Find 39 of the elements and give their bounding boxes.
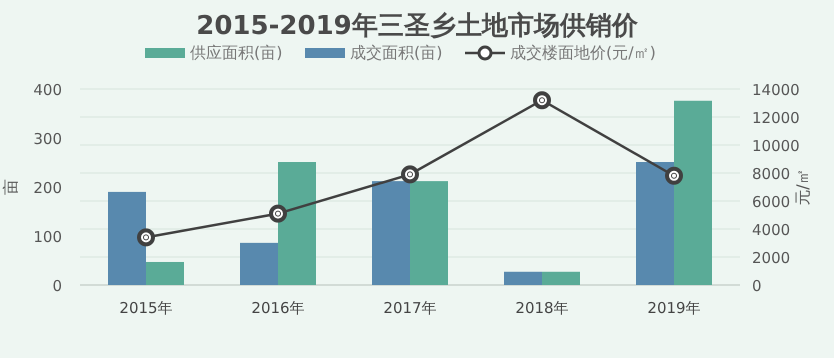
x-tick-label: 2018年 [515, 299, 569, 317]
y2-tick-label: 12000 [752, 109, 800, 127]
bar [278, 162, 316, 285]
point [269, 204, 287, 223]
legend-label: 成交面积(亩) [350, 43, 442, 62]
y-tick-label: 400 [33, 81, 62, 99]
y-tick-label: 0 [52, 277, 62, 295]
y2-tick-label: 8000 [752, 165, 790, 183]
point [533, 91, 551, 110]
bar [542, 272, 580, 285]
x-tick-label: 2019年 [647, 299, 701, 317]
bar [636, 162, 674, 285]
bar [504, 272, 542, 285]
y-tick-label: 100 [33, 228, 62, 246]
y2-tick-label: 0 [752, 277, 762, 295]
y2-tick-label: 14000 [752, 81, 800, 99]
y2-axis-title: 元/㎡ [793, 168, 812, 206]
y-tick-label: 300 [33, 130, 62, 148]
bar [372, 181, 410, 285]
bar [108, 192, 146, 285]
bar [240, 242, 278, 285]
x-tick-label: 2017年 [383, 299, 437, 317]
point [665, 166, 683, 185]
bar [674, 100, 712, 285]
legend-label: 供应面积(亩) [190, 43, 282, 62]
x-tick-label: 2016年 [251, 299, 305, 317]
y2-tick-label: 6000 [752, 193, 790, 211]
bar [410, 181, 448, 285]
x-tick-label: 2015年 [119, 299, 173, 317]
y2-tick-label: 4000 [752, 221, 790, 239]
bar [146, 262, 184, 285]
y-axis-title: 亩 [1, 179, 20, 195]
legend-label: 成交楼面地价(元/㎡) [510, 43, 656, 62]
point [401, 165, 419, 184]
chart-title: 2015-2019年三圣乡土地市场供销价 [196, 11, 639, 41]
y-tick-label: 200 [33, 179, 62, 197]
y2-tick-label: 2000 [752, 249, 790, 267]
point [137, 228, 155, 246]
y2-tick-label: 10000 [752, 137, 800, 155]
